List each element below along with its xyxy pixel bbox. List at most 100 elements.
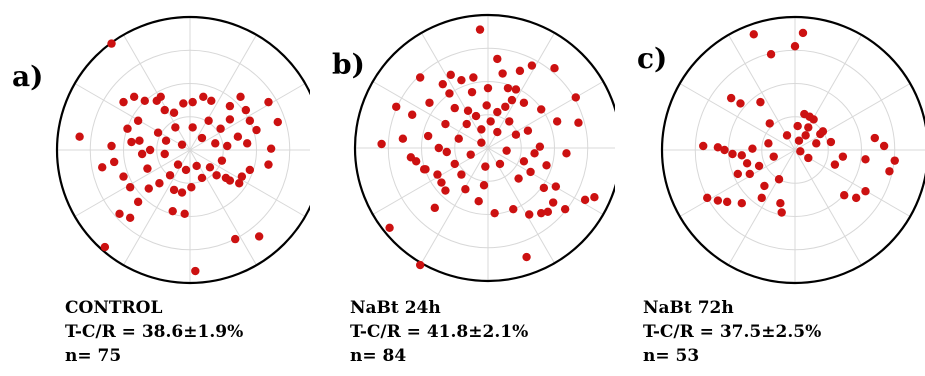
data-point bbox=[133, 116, 143, 125]
grid-spoke bbox=[487, 147, 604, 215]
data-point bbox=[119, 172, 128, 181]
data-point bbox=[169, 185, 179, 195]
panel-nabt-24h: b) NaBt 24h T-C/R = 41.8±2.1% n= 84 bbox=[310, 0, 615, 376]
data-point bbox=[245, 116, 255, 125]
data-point bbox=[450, 103, 459, 113]
data-point bbox=[804, 123, 813, 132]
data-point bbox=[433, 170, 442, 179]
data-point bbox=[217, 156, 227, 165]
data-point bbox=[493, 54, 502, 64]
data-point bbox=[760, 181, 769, 191]
data-point bbox=[177, 188, 187, 197]
data-point bbox=[471, 111, 481, 121]
data-point bbox=[143, 164, 152, 173]
data-point bbox=[446, 70, 455, 80]
data-point bbox=[398, 134, 408, 143]
data-point bbox=[525, 210, 534, 219]
data-point bbox=[450, 159, 459, 169]
grid-spoke bbox=[189, 83, 306, 151]
data-point bbox=[756, 97, 765, 107]
data-point bbox=[242, 139, 252, 148]
data-point bbox=[736, 99, 745, 108]
data-point bbox=[119, 97, 128, 107]
data-point bbox=[181, 165, 191, 175]
data-point bbox=[514, 174, 523, 183]
data-point bbox=[483, 83, 493, 93]
data-point bbox=[171, 123, 180, 132]
data-point bbox=[419, 165, 429, 174]
data-point bbox=[543, 207, 553, 217]
grid-spoke bbox=[123, 34, 191, 151]
data-point bbox=[264, 97, 273, 107]
grid-spoke bbox=[728, 149, 796, 266]
data-point bbox=[161, 136, 171, 145]
data-point bbox=[748, 144, 757, 153]
data-point bbox=[861, 155, 870, 164]
data-point bbox=[415, 260, 425, 270]
condition-label: NaBt 72h bbox=[643, 298, 734, 318]
caption-nabt-24h: NaBt 24h T-C/R = 41.8±2.1% n= 84 bbox=[350, 296, 528, 368]
data-point bbox=[165, 171, 175, 180]
panel-letter: a) bbox=[12, 60, 44, 93]
data-point bbox=[207, 96, 216, 105]
data-point bbox=[495, 159, 505, 169]
data-point bbox=[430, 203, 439, 213]
data-point bbox=[133, 197, 143, 207]
data-point bbox=[406, 153, 416, 162]
data-point bbox=[754, 161, 764, 171]
data-point bbox=[127, 137, 136, 147]
data-point bbox=[526, 167, 535, 177]
grid-spoke bbox=[794, 149, 911, 217]
data-point bbox=[223, 141, 232, 151]
data-point bbox=[392, 102, 401, 111]
data-point bbox=[156, 92, 165, 102]
n-count: n= 75 bbox=[65, 346, 122, 366]
tcr-value: T-C/R = 38.6±1.9% bbox=[65, 322, 244, 342]
grid-spoke bbox=[728, 34, 796, 151]
data-point bbox=[423, 131, 433, 141]
grid-spoke bbox=[679, 149, 796, 217]
grid-spoke bbox=[372, 147, 489, 215]
data-point bbox=[474, 197, 483, 206]
data-point bbox=[477, 138, 486, 147]
data-point bbox=[830, 160, 840, 169]
data-point bbox=[720, 145, 729, 155]
data-point bbox=[225, 101, 235, 111]
data-point bbox=[254, 232, 264, 241]
data-point bbox=[757, 193, 766, 203]
data-point bbox=[109, 157, 119, 167]
data-point bbox=[782, 131, 792, 140]
polar-plot-nabt-72h bbox=[660, 15, 925, 285]
data-point bbox=[840, 191, 849, 200]
data-point bbox=[457, 75, 466, 85]
data-point bbox=[266, 144, 276, 153]
data-point bbox=[205, 163, 215, 172]
tcr-value: T-C/R = 41.8±2.1% bbox=[350, 322, 529, 342]
data-point bbox=[812, 139, 821, 148]
data-point bbox=[235, 179, 244, 188]
data-point bbox=[851, 193, 861, 203]
data-point bbox=[125, 183, 135, 192]
data-point bbox=[535, 142, 545, 151]
grid-spoke bbox=[487, 81, 604, 149]
data-point bbox=[522, 252, 531, 262]
data-point bbox=[737, 199, 746, 208]
data-point bbox=[796, 147, 805, 156]
data-point bbox=[490, 208, 499, 218]
grid-spoke bbox=[74, 83, 191, 151]
grid-spoke bbox=[372, 81, 489, 149]
data-point bbox=[463, 106, 473, 115]
data-point bbox=[233, 132, 243, 141]
panel-letter: c) bbox=[637, 42, 668, 75]
data-point bbox=[769, 152, 778, 161]
data-point bbox=[168, 206, 177, 216]
data-point bbox=[527, 61, 537, 70]
data-point bbox=[777, 208, 786, 217]
polar-plot-control bbox=[55, 15, 310, 285]
panel-nabt-72h: c) NaBt 72h T-C/R = 37.5±2.5% n= 53 bbox=[615, 0, 925, 376]
caption-nabt-72h: NaBt 72h T-C/R = 37.5±2.5% n= 53 bbox=[643, 296, 821, 368]
data-point bbox=[385, 223, 394, 232]
data-point bbox=[519, 157, 529, 166]
data-point bbox=[180, 209, 189, 219]
grid-spoke bbox=[189, 34, 257, 151]
